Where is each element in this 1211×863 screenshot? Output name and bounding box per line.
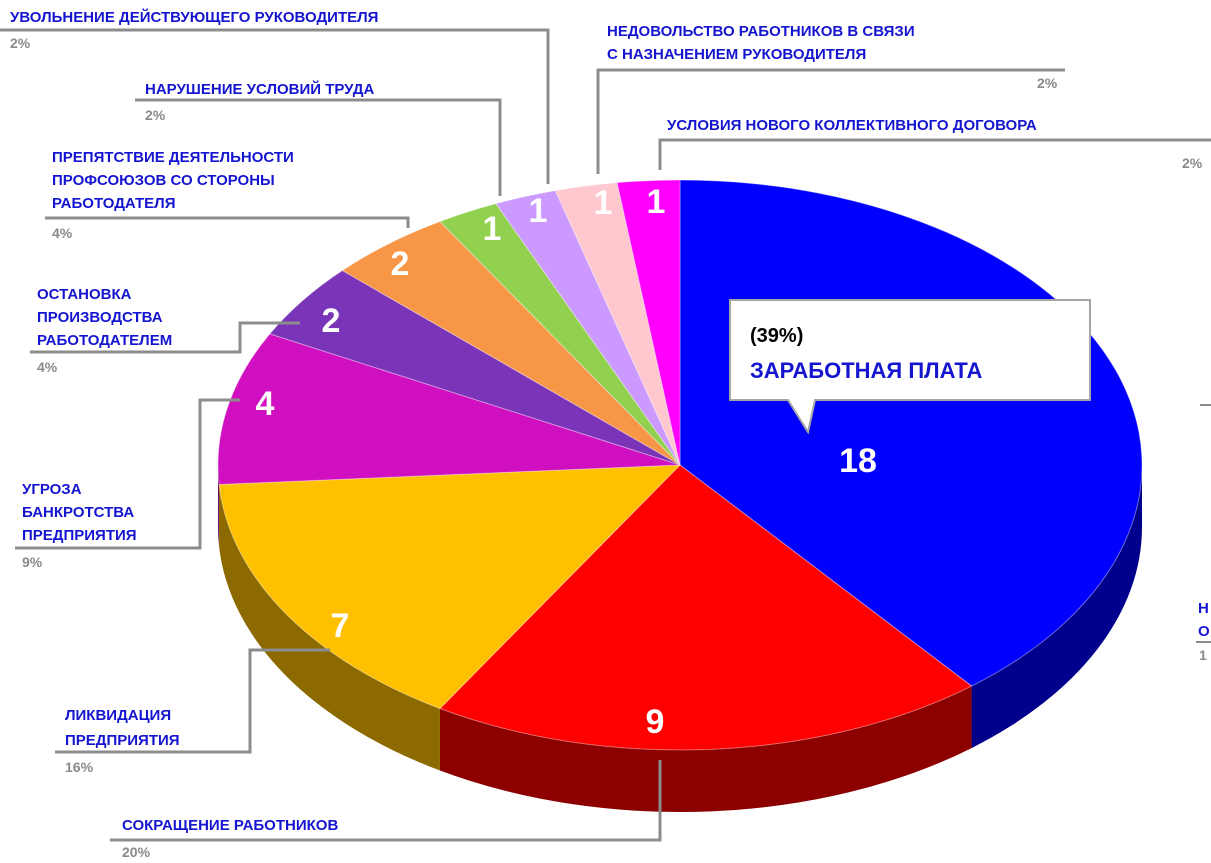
category-label: ПРЕДПРИЯТИЯ bbox=[65, 732, 180, 749]
percent-label: 16% bbox=[65, 759, 94, 775]
leader-line bbox=[15, 398, 240, 550]
category-label: РАБОТОДАТЕЛЕМ bbox=[37, 332, 172, 349]
value-label: 1 bbox=[483, 210, 502, 248]
value-label: 1 bbox=[529, 192, 548, 230]
pie-slice bbox=[439, 464, 973, 751]
pie-slice bbox=[217, 333, 681, 485]
percent-label: 4% bbox=[52, 225, 73, 241]
pie-slice bbox=[495, 190, 681, 466]
value-label: 2 bbox=[322, 302, 341, 340]
category-label: НЕДОВОЛЬСТВО РАБОТНИКОВ В СВЯЗИ bbox=[607, 23, 915, 40]
category-label: БАНКРОТСТВА bbox=[22, 504, 134, 521]
pie-side bbox=[971, 465, 1142, 749]
category-label: ОСТАНОВКА bbox=[37, 286, 132, 303]
category-label: ЛИКВИДАЦИЯ bbox=[65, 707, 171, 724]
pie-side bbox=[439, 686, 972, 812]
category-label: РАБОТОДАТЕЛЯ bbox=[52, 195, 175, 212]
leader-line bbox=[0, 28, 550, 184]
percent-label: (39%) bbox=[750, 325, 803, 347]
category-label: ЗАРАБОТНАЯ ПЛАТА bbox=[750, 358, 982, 383]
value-label: 1 bbox=[647, 183, 666, 221]
percent-label: 2% bbox=[145, 107, 166, 123]
category-label: НАРУШЕНИЕ УСЛОВИЙ ТРУДА bbox=[145, 80, 374, 98]
leader-line bbox=[45, 216, 410, 228]
value-label: 4 bbox=[256, 385, 275, 423]
category-label: ПРОФСОЮЗОВ СО СТОРОНЫ bbox=[52, 172, 275, 189]
value-label: 18 bbox=[839, 442, 877, 480]
category-label: С НАЗНАЧЕНИЕМ РУКОВОДИТЕЛЯ bbox=[607, 46, 866, 63]
pie-slice bbox=[268, 269, 681, 466]
category-label: СОКРАЩЕНИЕ РАБОТНИКОВ bbox=[122, 817, 338, 834]
percent-label: 2% bbox=[1182, 155, 1203, 171]
value-label: 7 bbox=[331, 607, 350, 645]
pie-side bbox=[219, 484, 440, 771]
percent-label: 2% bbox=[10, 35, 31, 51]
pie-side bbox=[218, 465, 220, 547]
leader-line bbox=[596, 68, 1065, 174]
leader-line bbox=[55, 648, 330, 754]
percent-label: 4% bbox=[37, 359, 58, 375]
leader-line bbox=[135, 98, 502, 196]
value-label: 2 bbox=[391, 245, 410, 283]
pie-slice bbox=[616, 179, 681, 466]
percent-label: 9% bbox=[22, 554, 43, 570]
callout bbox=[729, 299, 1091, 435]
pie-slice bbox=[218, 464, 682, 710]
category-label: О bbox=[1198, 623, 1210, 640]
percent-label: 2% bbox=[1037, 75, 1058, 91]
category-label: ПРЕДПРИЯТИЯ bbox=[22, 527, 137, 544]
leader-line bbox=[110, 760, 662, 842]
leader-line bbox=[658, 138, 1211, 170]
category-label: ПРЕПЯТСТВИЕ ДЕЯТЕЛЬНОСТИ bbox=[52, 149, 294, 166]
value-label: 1 bbox=[594, 184, 613, 222]
leader-line bbox=[30, 321, 300, 354]
value-label: 9 bbox=[646, 703, 665, 741]
pie-slice bbox=[341, 220, 681, 466]
category-label: УГРОЗА bbox=[22, 481, 82, 498]
percent-label: 20% bbox=[122, 844, 151, 860]
category-label: УВОЛЬНЕНИЕ ДЕЙСТВУЮЩЕГО РУКОВОДИТЕЛЯ bbox=[10, 8, 378, 26]
pie-slice bbox=[554, 182, 681, 466]
category-label: Н bbox=[1198, 600, 1209, 617]
percent-label: 1 bbox=[1199, 647, 1207, 663]
category-label: ПРОИЗВОДСТВА bbox=[37, 309, 163, 326]
pie-slice bbox=[439, 203, 681, 466]
category-label: УСЛОВИЯ НОВОГО КОЛЛЕКТИВНОГО ДОГОВОРА bbox=[667, 117, 1037, 134]
